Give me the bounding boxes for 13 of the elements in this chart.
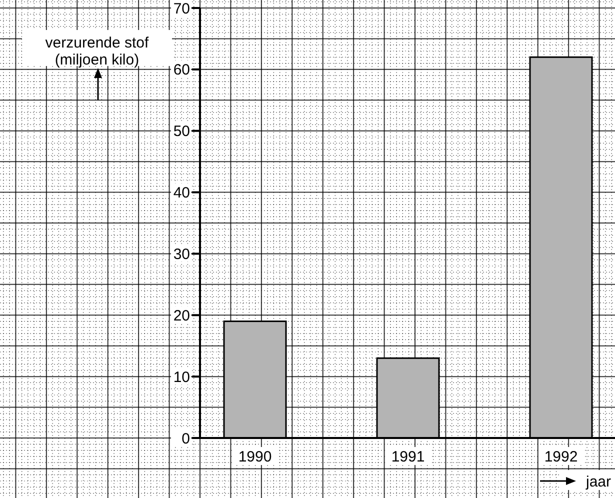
y-tick-label: 50 [173,123,190,140]
y-tick-label: 20 [173,307,190,324]
y-tick-label: 40 [173,184,190,202]
y-tick-label: 70 [173,0,190,18]
x-axis-title: jaar [584,473,611,490]
y-tick-label: 60 [173,62,190,79]
x-tick-label: 1992 [544,448,578,466]
y-tick-label: 30 [173,246,190,263]
y-tick-label: 0 [182,430,190,448]
x-tick-label: 1991 [391,448,425,466]
x-tick-label: 1990 [238,448,272,466]
y-tick-label: 10 [173,368,190,386]
y-axis-title: verzurende stof (miljoen kilo) [45,34,150,68]
